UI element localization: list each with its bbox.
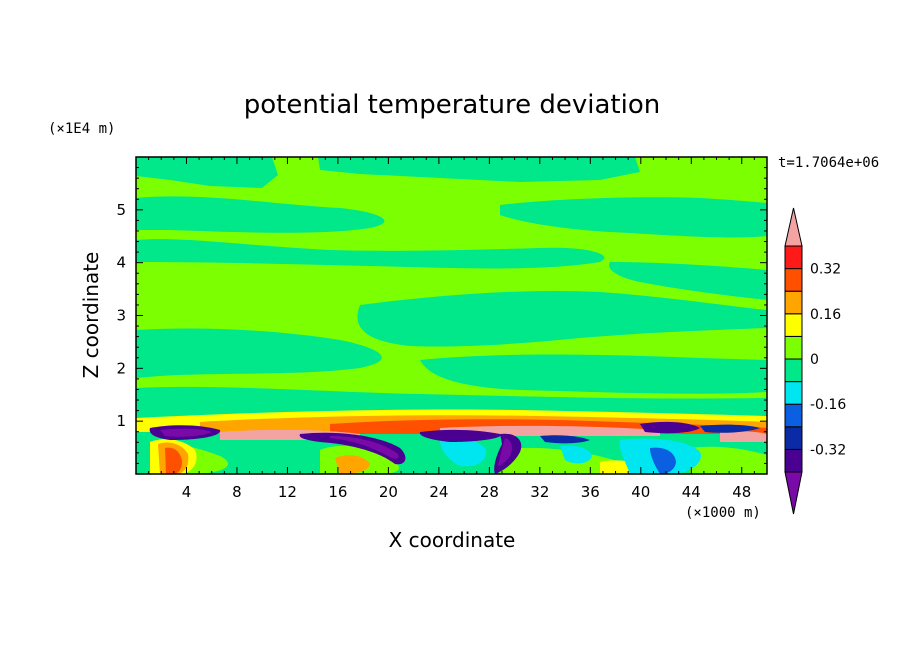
y-axis-label: Z coordinate xyxy=(79,252,103,379)
colorbar-swatch xyxy=(784,313,803,337)
contour-band xyxy=(609,262,767,300)
contour-band xyxy=(136,239,605,269)
contour-band xyxy=(335,455,370,474)
x-tick-label: 12 xyxy=(278,483,297,501)
x-tick-label: 16 xyxy=(328,483,347,501)
contour-band xyxy=(440,438,487,467)
contour-band xyxy=(500,447,629,474)
x-axis-label: X coordinate xyxy=(389,528,516,552)
contour-band xyxy=(690,446,767,474)
colorbar-swatch xyxy=(784,403,803,428)
contour-band xyxy=(640,421,700,434)
y-tick-label: 2 xyxy=(116,359,126,377)
colorbar-swatch xyxy=(784,335,803,360)
colorbar: 0.32 0.16 0 -0.16 -0.32 xyxy=(784,207,846,515)
x-tick-label: 32 xyxy=(530,483,549,501)
contour-band xyxy=(419,429,501,442)
colorbar-tick-label: -0.32 xyxy=(810,442,846,458)
colorbar-swatch xyxy=(784,381,803,405)
contour-band xyxy=(136,157,278,188)
colorbar-tick-label: -0.16 xyxy=(810,397,846,413)
contour-band xyxy=(330,436,399,459)
colorbar-swatch xyxy=(784,448,803,473)
contour-band xyxy=(650,447,676,474)
y-tick-label: 5 xyxy=(116,201,126,219)
chart-title: potential temperature deviation xyxy=(244,90,660,120)
x-tick-label: 40 xyxy=(631,483,650,501)
colorbar-swatch xyxy=(784,290,803,315)
colorbar-swatch xyxy=(784,245,803,270)
colorbar-swatch xyxy=(784,268,803,292)
colorbar-upper-extend xyxy=(784,207,803,247)
y-unit-label: (×1E4 m) xyxy=(48,121,115,137)
colorbar-lower-extend xyxy=(784,471,803,515)
y-axis-ticks: 1 2 3 4 5 xyxy=(116,167,767,464)
colorbar-tick-label: 0 xyxy=(810,352,819,368)
x-tick-label: 20 xyxy=(379,483,398,501)
x-tick-label: 24 xyxy=(429,483,448,501)
contour-band xyxy=(420,354,767,394)
x-axis-ticks: 4 8 12 16 20 24 28 32 36 40 44 48 xyxy=(148,157,755,501)
contour-band xyxy=(136,328,382,378)
contour-band xyxy=(720,431,767,442)
contour-band xyxy=(136,386,767,418)
contour-band xyxy=(318,157,640,182)
time-label: t=1.7064e+06 xyxy=(778,155,879,171)
x-tick-label: 48 xyxy=(732,483,751,501)
contour-band xyxy=(498,438,513,466)
colorbar-tick-label: 0.16 xyxy=(810,307,841,323)
y-tick-label: 4 xyxy=(116,254,126,272)
contour-band xyxy=(357,290,767,347)
x-unit-label: (×1000 m) xyxy=(685,505,761,521)
contour-band xyxy=(160,428,212,437)
contour-band xyxy=(500,197,767,238)
x-tick-label: 28 xyxy=(480,483,499,501)
x-tick-label: 36 xyxy=(581,483,600,501)
colorbar-swatch xyxy=(784,426,803,450)
contour-field xyxy=(136,157,767,474)
colorbar-swatch xyxy=(784,358,803,383)
y-tick-label: 1 xyxy=(116,412,126,430)
colorbar-tick-label: 0.32 xyxy=(810,262,841,278)
x-tick-label: 4 xyxy=(182,483,192,501)
x-tick-label: 8 xyxy=(232,483,242,501)
contour-band xyxy=(700,424,760,433)
contour-band xyxy=(165,447,182,474)
contour-band xyxy=(540,435,590,444)
y-tick-label: 3 xyxy=(116,307,126,325)
contour-band xyxy=(560,445,592,464)
contour-band xyxy=(136,196,385,233)
x-tick-label: 44 xyxy=(682,483,701,501)
contour-band xyxy=(299,432,406,465)
